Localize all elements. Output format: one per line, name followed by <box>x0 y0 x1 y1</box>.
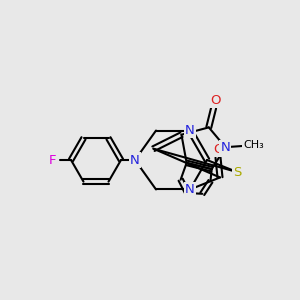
Text: N: N <box>220 141 230 154</box>
Text: N: N <box>185 124 195 137</box>
Text: O: O <box>213 143 223 156</box>
Text: F: F <box>49 154 57 166</box>
Text: N: N <box>185 183 195 196</box>
Text: S: S <box>233 166 241 178</box>
Text: N: N <box>130 154 140 166</box>
Text: O: O <box>210 94 221 107</box>
Text: CH₃: CH₃ <box>243 140 264 150</box>
